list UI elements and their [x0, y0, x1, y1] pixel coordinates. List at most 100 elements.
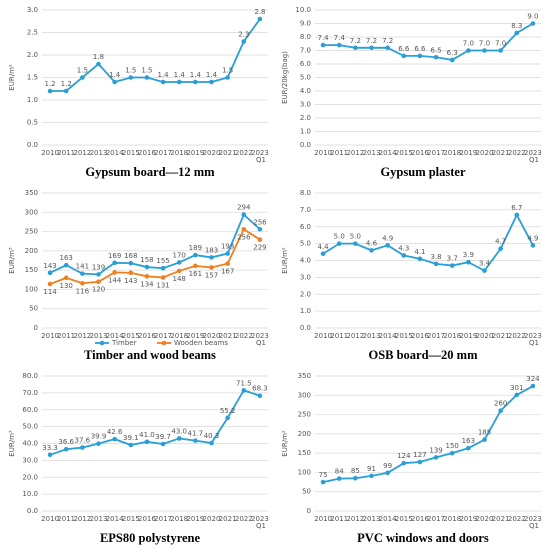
data-label: 1.4 [190, 71, 202, 79]
x-tick-label-part: Q1 [527, 156, 539, 164]
y-tick-label: 50 [29, 305, 38, 313]
x-tick-label: 2021 [219, 515, 237, 523]
x-tick-label: 2019 [459, 149, 477, 157]
data-label: 139 [92, 263, 105, 271]
data-label: 6.6 [398, 45, 410, 53]
point [257, 16, 263, 22]
data-label: 7.2 [350, 37, 361, 45]
x-tick-label: 2018 [170, 332, 188, 340]
y-tick-label: 2.0 [27, 51, 38, 59]
point [433, 261, 439, 267]
data-label: 163 [60, 254, 73, 262]
x-tick-label: 2014 [379, 332, 397, 340]
x-tick-label: 2011 [57, 332, 75, 340]
point [128, 260, 134, 266]
point [209, 255, 214, 260]
y-tick-label: 250 [25, 228, 38, 236]
x-tick-label: 2016 [411, 332, 429, 340]
data-label: 41.7 [188, 430, 204, 438]
data-label: 39.9 [91, 433, 107, 441]
data-label: 4.3 [398, 244, 409, 252]
data-label: 124 [397, 452, 411, 460]
data-label: 2.3 [238, 31, 249, 39]
point [257, 393, 263, 399]
data-label: 1.5 [77, 67, 88, 75]
line [322, 212, 534, 272]
point [369, 45, 374, 51]
x-tick-label: 2019 [186, 332, 204, 340]
point [353, 45, 358, 51]
y-tick-label: 0.0 [300, 141, 311, 149]
x-tick-label-part: Q1 [254, 522, 266, 530]
y-tick-label: 5.0 [300, 240, 311, 248]
point [63, 262, 69, 268]
point [80, 280, 85, 286]
data-label: 161 [189, 270, 202, 278]
point [385, 470, 390, 476]
point [449, 57, 455, 63]
x-tick-label: 2016 [138, 515, 156, 523]
point [47, 270, 53, 276]
y-tick-label: 3.0 [300, 101, 311, 109]
point [112, 270, 117, 275]
x-tick-label: 2022 [508, 515, 526, 523]
y-tick-label: 10.0 [295, 6, 311, 14]
point [401, 53, 407, 59]
data-label: 141 [76, 263, 89, 271]
x-tick-label: 2022 [508, 332, 526, 340]
data-label: 3.8 [431, 253, 442, 261]
x-tick-label: 2023 Q1 [524, 515, 542, 530]
x-tick-label: 2020 [203, 332, 221, 340]
y-tick-label: 0.5 [27, 119, 38, 127]
point [514, 392, 520, 398]
y-tick-label: 1.0 [300, 307, 311, 315]
point [433, 54, 439, 60]
data-label: 139 [429, 446, 442, 454]
point [225, 75, 230, 80]
point [498, 408, 503, 414]
point [144, 264, 150, 270]
x-tick-label: 2017 [154, 515, 172, 523]
x-tick-label: 2021 [219, 332, 237, 340]
y-tick-label: 0.0 [300, 324, 311, 332]
y-axis-label: EUR/m³ [8, 430, 16, 457]
data-label: 324 [526, 375, 540, 383]
x-tick-label: 2023 Q1 [524, 149, 542, 164]
x-tick-label: 2016 [411, 149, 429, 157]
x-tick-label: 2012 [73, 332, 91, 340]
y-tick-label: 40.0 [22, 440, 38, 448]
y-axis-label: EUR/m² [281, 247, 289, 274]
data-label: 148 [173, 275, 186, 283]
data-label: 55.2 [220, 407, 236, 415]
point [530, 243, 536, 248]
x-tick-label: 2010 [314, 332, 332, 340]
x-tick-label: 2013 [90, 149, 108, 157]
data-label: 75 [319, 471, 328, 479]
data-label: 7.0 [495, 40, 506, 48]
point [112, 436, 117, 442]
point [514, 30, 520, 36]
x-tick-label: 2015 [122, 515, 140, 523]
y-tick-label: 20.0 [22, 473, 38, 481]
y-tick-label: 250 [298, 411, 311, 419]
x-tick-label-part: Q1 [254, 339, 266, 347]
point [209, 79, 214, 85]
x-tick-label-part: 2023 [524, 332, 542, 340]
y-axis-label: EUR/m³ [8, 247, 16, 274]
y-tick-label: 6.0 [300, 223, 311, 231]
y-axis-label: EUR/m² [281, 430, 289, 457]
x-tick-label: 2011 [330, 515, 348, 523]
x-tick-label: 2018 [170, 149, 188, 157]
data-label: 185 [478, 429, 491, 437]
y-tick-label: 200 [25, 247, 38, 255]
data-label: 1.5 [141, 67, 152, 75]
data-label: 4.6 [366, 239, 378, 247]
x-tick-label: 2010 [314, 149, 332, 157]
point [241, 212, 247, 217]
point [160, 265, 166, 271]
data-label: 4.1 [414, 248, 425, 256]
point [80, 271, 85, 276]
y-tick-label: 4.0 [300, 257, 311, 265]
x-tick-label: 2020 [476, 332, 494, 340]
data-label: 1.2 [45, 80, 56, 88]
